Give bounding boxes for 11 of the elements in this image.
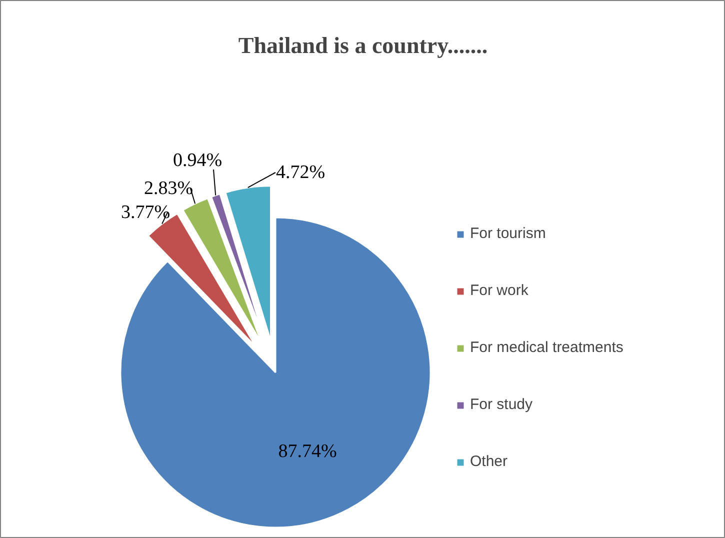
legend-label: Other <box>470 453 508 470</box>
legend-label: For medical treatments <box>470 339 624 356</box>
legend-label: For tourism <box>470 225 546 242</box>
chart-title: Thailand is a country....... <box>238 33 488 58</box>
data-label: 2.83% <box>144 178 194 199</box>
legend-label: For work <box>470 282 528 299</box>
legend-label: For study <box>470 396 533 413</box>
data-label: 3.77% <box>120 202 170 223</box>
data-label: 87.74% <box>278 441 337 462</box>
data-label: 4.72% <box>276 162 326 183</box>
data-label: 0.94% <box>172 150 222 171</box>
